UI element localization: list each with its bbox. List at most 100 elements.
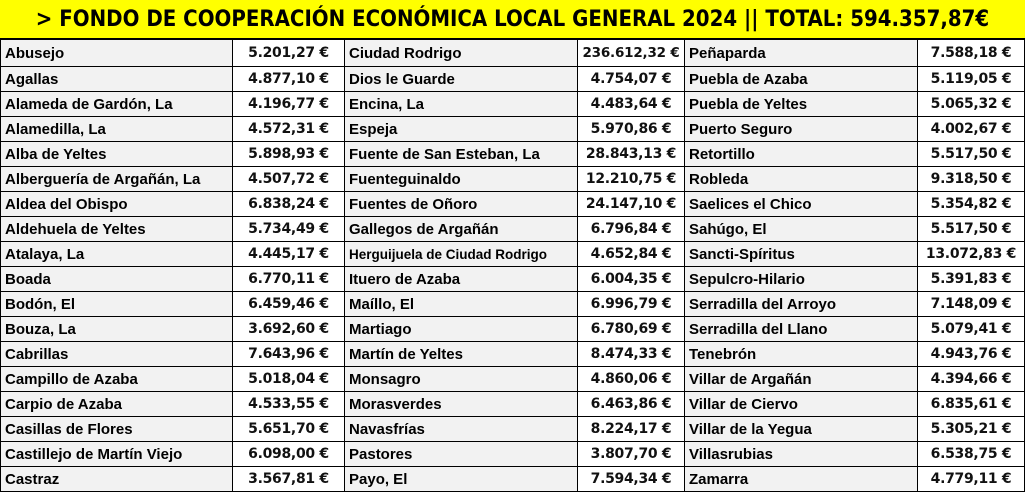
municipality-name: Castillejo de Martín Viejo (0, 442, 233, 466)
table-row: Retortillo 5.517,50 € (685, 142, 1025, 167)
amount-value: 5.517,50 € (918, 217, 1025, 241)
table-row: Atalaya, La 4.445,17 € (0, 242, 345, 267)
table-row: Payo, El 7.594,34 € (345, 467, 685, 492)
table-row: Villar de Argañán 4.394,66 € (685, 367, 1025, 392)
table-title: > FONDO DE COOPERACIÓN ECONÓMICA LOCAL G… (0, 0, 1025, 40)
table-row: Casillas de Flores 5.651,70 € (0, 417, 345, 442)
amount-value: 6.459,46 € (233, 292, 345, 316)
amount-value: 9.318,50 € (918, 167, 1025, 191)
amount-value: 6.835,61 € (918, 392, 1025, 416)
municipality-name: Atalaya, La (0, 242, 233, 266)
municipality-name: Pastores (345, 442, 578, 466)
amount-value: 3.567,81 € (233, 467, 345, 491)
amount-value: 6.838,24 € (233, 192, 345, 216)
amount-value: 4.943,76 € (918, 342, 1025, 366)
table-row: Aldea del Obispo 6.838,24 € (0, 192, 345, 217)
municipality-name: Alberguería de Argañán, La (0, 167, 233, 191)
table-row: Cabrillas 7.643,96 € (0, 342, 345, 367)
amount-value: 6.538,75 € (918, 442, 1025, 466)
table-row: Alberguería de Argañán, La 4.507,72 € (0, 167, 345, 192)
amount-value: 5.065,32 € (918, 92, 1025, 116)
amount-value: 7.643,96 € (233, 342, 345, 366)
municipality-name: Castraz (0, 467, 233, 491)
amount-value: 5.201,27 € (233, 40, 345, 66)
municipality-name: Alameda de Gardón, La (0, 92, 233, 116)
municipality-name: Zamarra (685, 467, 918, 491)
municipality-name: Fuente de San Esteban, La (345, 142, 578, 166)
amount-value: 4.754,07 € (578, 67, 685, 91)
amount-value: 8.224,17 € (578, 417, 685, 441)
amount-value: 5.517,50 € (918, 142, 1025, 166)
municipality-name: Sepulcro-Hilario (685, 267, 918, 291)
table-row: Pastores 3.807,70 € (345, 442, 685, 467)
amount-value: 4.483,64 € (578, 92, 685, 116)
table-row: Morasverdes 6.463,86 € (345, 392, 685, 417)
table-row: Serradilla del Arroyo 7.148,09 € (685, 292, 1025, 317)
municipality-name: Herguijuela de Ciudad Rodrigo (345, 242, 578, 266)
table-row: Maíllo, El 6.996,79 € (345, 292, 685, 317)
amount-value: 4.394,66 € (918, 367, 1025, 391)
amount-value: 4.533,55 € (233, 392, 345, 416)
municipality-name: Gallegos de Argañán (345, 217, 578, 241)
table-row: Herguijuela de Ciudad Rodrigo 4.652,84 € (345, 242, 685, 267)
municipality-name: Serradilla del Llano (685, 317, 918, 341)
amount-value: 4.572,31 € (233, 117, 345, 141)
table-row: Alamedilla, La 4.572,31 € (0, 117, 345, 142)
municipality-name: Alamedilla, La (0, 117, 233, 141)
table-row: Carpio de Azaba 4.533,55 € (0, 392, 345, 417)
table-row: Aldehuela de Yeltes 5.734,49 € (0, 217, 345, 242)
amount-value: 4.877,10 € (233, 67, 345, 91)
amount-value: 6.004,35 € (578, 267, 685, 291)
municipality-name: Cabrillas (0, 342, 233, 366)
amount-value: 6.780,69 € (578, 317, 685, 341)
amount-value: 4.779,11 € (918, 467, 1025, 491)
municipality-name: Abusejo (0, 40, 233, 66)
table-row: Navasfrías 8.224,17 € (345, 417, 685, 442)
table-row: Fuentes de Oñoro 24.147,10 € (345, 192, 685, 217)
municipality-name: Sancti-Spíritus (685, 242, 918, 266)
amount-value: 4.445,17 € (233, 242, 345, 266)
amount-value: 4.196,77 € (233, 92, 345, 116)
table-row: Campillo de Azaba 5.018,04 € (0, 367, 345, 392)
amount-value: 8.474,33 € (578, 342, 685, 366)
table-row: Villar de Ciervo 6.835,61 € (685, 392, 1025, 417)
amount-value: 5.970,86 € (578, 117, 685, 141)
table-row: Ciudad Rodrigo 236.612,32 € (345, 40, 685, 67)
municipality-name: Campillo de Azaba (0, 367, 233, 391)
table-row: Castraz 3.567,81 € (0, 467, 345, 492)
amount-value: 6.796,84 € (578, 217, 685, 241)
amount-value: 5.119,05 € (918, 67, 1025, 91)
amount-value: 3.807,70 € (578, 442, 685, 466)
municipality-name: Ituero de Azaba (345, 267, 578, 291)
table-row: Encina, La 4.483,64 € (345, 92, 685, 117)
amount-value: 5.305,21 € (918, 417, 1025, 441)
municipality-name: Serradilla del Arroyo (685, 292, 918, 316)
municipality-name: Bodón, El (0, 292, 233, 316)
municipality-funding-table: Abusejo 5.201,27 € Agallas 4.877,10 € Alamed… (0, 40, 1025, 492)
amount-value: 6.098,00 € (233, 442, 345, 466)
municipality-name: Casillas de Flores (0, 417, 233, 441)
table-row: Zamarra 4.779,11 € (685, 467, 1025, 492)
amount-value: 4.860,06 € (578, 367, 685, 391)
municipality-name: Navasfrías (345, 417, 578, 441)
table-row: Robleda 9.318,50 € (685, 167, 1025, 192)
municipality-name: Sahúgo, El (685, 217, 918, 241)
municipality-name: Boada (0, 267, 233, 291)
amount-value: 13.072,83 € (918, 242, 1025, 266)
municipality-name: Carpio de Azaba (0, 392, 233, 416)
amount-value: 5.391,83 € (918, 267, 1025, 291)
municipality-name: Puebla de Azaba (685, 67, 918, 91)
municipality-name: Martín de Yeltes (345, 342, 578, 366)
table-column-3: Peñaparda 7.588,18 € Puebla de Azaba 5.119,… (685, 40, 1025, 492)
table-row: Ituero de Azaba 6.004,35 € (345, 267, 685, 292)
table-row: Alameda de Gardón, La 4.196,77 € (0, 92, 345, 117)
amount-value: 4.652,84 € (578, 242, 685, 266)
amount-value: 3.692,60 € (233, 317, 345, 341)
municipality-name: Puerto Seguro (685, 117, 918, 141)
table-column-1: Abusejo 5.201,27 € Agallas 4.877,10 € Alamed… (0, 40, 345, 492)
table-row: Peñaparda 7.588,18 € (685, 40, 1025, 67)
table-row: Monsagro 4.860,06 € (345, 367, 685, 392)
amount-value: 7.588,18 € (918, 40, 1025, 66)
municipality-name: Villar de Ciervo (685, 392, 918, 416)
municipality-name: Espeja (345, 117, 578, 141)
